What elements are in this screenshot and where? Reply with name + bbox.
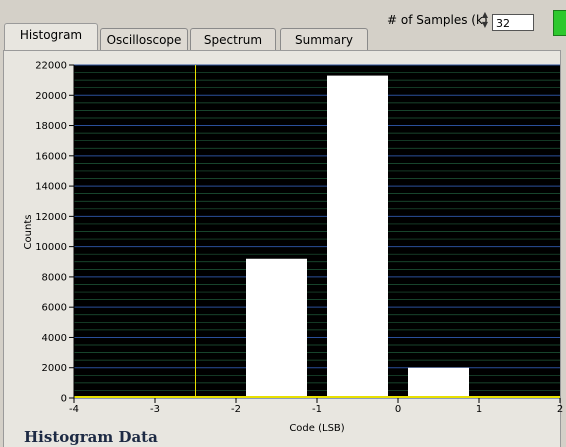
y-tick-label: 8000 — [42, 272, 67, 283]
y-axis-label: Counts — [23, 215, 34, 250]
x-axis-label: Code (LSB) — [289, 423, 344, 434]
x-tick-label: -1 — [312, 404, 322, 415]
y-tick-label: 4000 — [42, 333, 67, 344]
histogram-bar — [408, 367, 469, 398]
tab-spectrum[interactable]: Spectrum — [190, 28, 276, 50]
y-tick-label: 12000 — [35, 212, 67, 223]
grid — [74, 64, 560, 399]
tab-histogram[interactable]: Histogram — [4, 23, 98, 50]
samples-label: # of Samples (k) — [387, 13, 488, 27]
y-tick-label: 22000 — [35, 61, 67, 72]
y-tick-label: 10000 — [35, 242, 67, 253]
tab-bar: Histogram Oscilloscope Spectrum Summary … — [0, 0, 566, 50]
y-tick-label: 16000 — [35, 151, 67, 162]
histogram-bar — [246, 258, 307, 398]
x-tick-label: 0 — [395, 404, 401, 415]
samples-input[interactable]: 32 — [492, 14, 534, 31]
spin-arrows-icon[interactable]: ▲ ▼ — [481, 10, 489, 29]
y-tick-label: 6000 — [42, 303, 67, 314]
y-tick-label: 20000 — [35, 91, 67, 102]
x-axis: -4 -3 -2 -1 0 1 2 — [69, 398, 563, 415]
tab-oscilloscope[interactable]: Oscilloscope — [100, 28, 188, 50]
x-tick-label: -4 — [69, 404, 79, 415]
y-axis: 0 2000 4000 6000 8000 10000 12000 14000 16000 180… — [35, 61, 75, 405]
status-indicator — [553, 10, 566, 36]
x-tick-label: -3 — [150, 404, 160, 415]
section-title: Histogram Data — [24, 428, 158, 446]
x-tick-label: 2 — [557, 404, 563, 415]
y-tick-label: 2000 — [42, 363, 67, 374]
y-tick-label: 14000 — [35, 182, 67, 193]
x-tick-label: 1 — [476, 404, 482, 415]
y-tick-label: 18000 — [35, 121, 67, 132]
y-tick-label: 0 — [61, 394, 67, 405]
x-tick-label: -2 — [231, 404, 241, 415]
histogram-bar — [327, 75, 388, 398]
bars — [246, 75, 469, 398]
tab-summary[interactable]: Summary — [280, 28, 368, 50]
